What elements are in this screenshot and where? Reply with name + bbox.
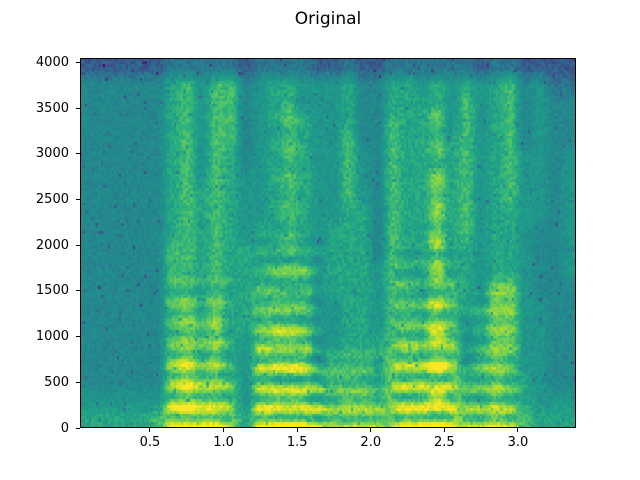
y-tick-label: 3000 [35, 146, 69, 162]
spectrogram-image [80, 58, 576, 428]
x-tick-label: 2.5 [434, 435, 455, 450]
chart-title: Original [294, 9, 362, 29]
x-tick-mark [223, 428, 225, 432]
y-tick-mark [76, 336, 80, 338]
y-tick-mark [76, 427, 80, 429]
y-tick-label: 500 [44, 374, 69, 390]
y-tick-label: 1000 [35, 329, 69, 345]
x-tick-mark [149, 428, 151, 432]
y-tick-mark [76, 290, 80, 292]
y-tick-label: 2500 [35, 192, 69, 208]
y-tick-label: 4000 [35, 55, 69, 71]
x-tick-label: 1.5 [286, 435, 308, 450]
x-tick-mark [443, 428, 445, 432]
x-tick-label: 0.5 [139, 435, 161, 450]
y-tick-label: 2000 [35, 237, 69, 253]
x-tick-label: 3.0 [507, 435, 529, 450]
y-tick-label: 1500 [35, 283, 69, 299]
y-tick-label: 3500 [35, 100, 69, 116]
x-tick-mark [296, 428, 298, 432]
y-tick-mark [76, 107, 80, 109]
x-tick-mark [517, 428, 519, 432]
y-tick-mark [76, 199, 80, 201]
x-tick-mark [370, 428, 372, 432]
x-tick-label: 2.0 [360, 435, 382, 450]
y-tick-mark [76, 62, 80, 64]
y-tick-label: 0 [60, 420, 69, 436]
y-tick-mark [76, 153, 80, 155]
y-tick-mark [76, 244, 80, 246]
x-tick-label: 1.0 [213, 435, 234, 450]
y-tick-mark [76, 381, 80, 383]
